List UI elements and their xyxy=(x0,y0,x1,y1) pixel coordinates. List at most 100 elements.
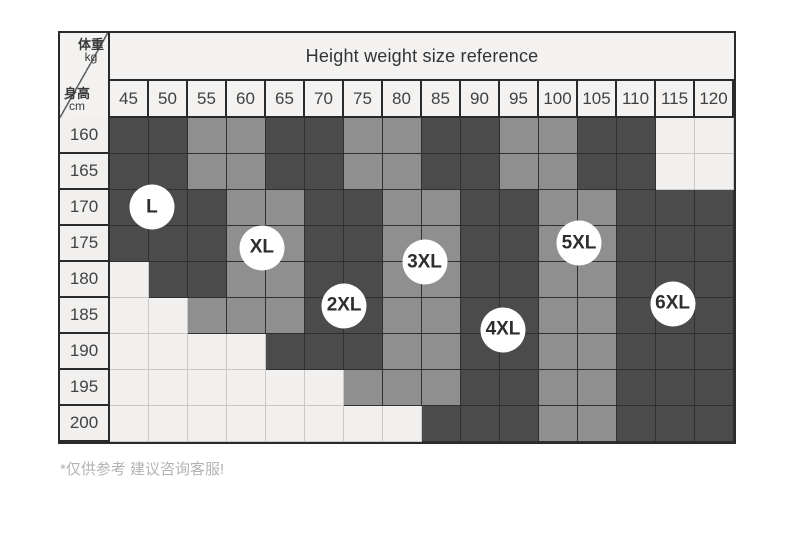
grid-cell xyxy=(461,334,500,370)
grid-cell xyxy=(344,190,383,226)
grid-cell xyxy=(266,334,305,370)
grid-cell xyxy=(227,226,266,262)
grid-cell xyxy=(461,298,500,334)
grid-cell xyxy=(656,370,695,406)
grid-cell xyxy=(110,298,149,334)
weight-header-cell: 110 xyxy=(617,81,656,118)
grid-cell xyxy=(305,262,344,298)
grid-cell xyxy=(188,370,227,406)
size-reference-table: 体重 kg 身高 cm Height weight size reference… xyxy=(58,31,736,444)
weight-header-cell: 70 xyxy=(305,81,344,118)
grid-cell xyxy=(110,154,149,190)
grid-cell xyxy=(110,406,149,442)
grid-cell xyxy=(461,118,500,154)
weight-header-cell: 75 xyxy=(344,81,383,118)
grid-cell xyxy=(227,406,266,442)
grid-cell xyxy=(344,298,383,334)
grid-cell xyxy=(617,226,656,262)
grid-cell xyxy=(578,298,617,334)
grid-cell xyxy=(344,226,383,262)
grid-cell xyxy=(266,370,305,406)
grid-cell xyxy=(344,154,383,190)
grid-cell xyxy=(539,154,578,190)
grid-cell xyxy=(461,262,500,298)
height-header-cell: 200 xyxy=(60,406,110,442)
grid-cell xyxy=(695,262,734,298)
grid-cell xyxy=(422,334,461,370)
grid-cell xyxy=(695,334,734,370)
grid-cell xyxy=(461,370,500,406)
grid-cell xyxy=(578,118,617,154)
grid-cell xyxy=(500,118,539,154)
grid-cell xyxy=(266,298,305,334)
grid-cell xyxy=(656,298,695,334)
grid-cell xyxy=(188,262,227,298)
grid-cell xyxy=(656,226,695,262)
height-unit-text: cm xyxy=(69,99,85,113)
grid-cell xyxy=(110,190,149,226)
grid-cell xyxy=(188,406,227,442)
grid-cell xyxy=(305,154,344,190)
grid-cell xyxy=(266,154,305,190)
grid-cell xyxy=(695,370,734,406)
grid-cell xyxy=(578,262,617,298)
grid-cell xyxy=(656,406,695,442)
weight-header-cell: 95 xyxy=(500,81,539,118)
grid-cell xyxy=(188,154,227,190)
grid-cell xyxy=(110,334,149,370)
grid-cell xyxy=(461,190,500,226)
grid-cell xyxy=(266,118,305,154)
grid-cell xyxy=(422,262,461,298)
grid-cell xyxy=(227,118,266,154)
grid-cell xyxy=(617,118,656,154)
grid-cell xyxy=(266,406,305,442)
grid-cell xyxy=(422,190,461,226)
grid-cell xyxy=(695,190,734,226)
weight-unit-text: kg xyxy=(84,50,98,64)
grid-cell xyxy=(578,226,617,262)
grid-cell xyxy=(500,262,539,298)
grid-cell xyxy=(578,334,617,370)
weight-header-cell: 55 xyxy=(188,81,227,118)
grid-cell xyxy=(383,262,422,298)
grid-cell xyxy=(344,118,383,154)
grid-cell xyxy=(383,154,422,190)
corner-height-label: 身高 cm xyxy=(64,87,90,113)
grid-cell xyxy=(227,334,266,370)
grid-cell xyxy=(344,262,383,298)
grid-cell xyxy=(149,406,188,442)
grid-cell xyxy=(539,118,578,154)
grid-cell xyxy=(500,298,539,334)
grid-cell xyxy=(188,190,227,226)
grid-cell xyxy=(617,154,656,190)
grid-cell xyxy=(422,370,461,406)
grid-cell xyxy=(617,406,656,442)
grid-cell xyxy=(266,226,305,262)
grid-cell xyxy=(695,226,734,262)
grid-cell xyxy=(305,370,344,406)
grid-cell xyxy=(578,154,617,190)
corner-cell: 体重 kg 身高 cm xyxy=(60,33,110,118)
grid-cell xyxy=(110,262,149,298)
weight-header-cell: 120 xyxy=(695,81,734,118)
grid-cell xyxy=(578,190,617,226)
grid-cell xyxy=(617,370,656,406)
weight-header-cell: 50 xyxy=(149,81,188,118)
grid-cell xyxy=(344,406,383,442)
grid-cell xyxy=(383,298,422,334)
grid-cell xyxy=(500,406,539,442)
grid-cell xyxy=(656,262,695,298)
weight-header-cell: 60 xyxy=(227,81,266,118)
grid-cell xyxy=(656,154,695,190)
grid-cell xyxy=(188,226,227,262)
height-header-cell: 170 xyxy=(60,190,110,226)
grid-cell xyxy=(149,226,188,262)
grid-cell xyxy=(461,154,500,190)
height-header-cell: 190 xyxy=(60,334,110,370)
grid-cell xyxy=(149,190,188,226)
grid-cell xyxy=(227,190,266,226)
grid-cell xyxy=(617,190,656,226)
grid-cell xyxy=(695,406,734,442)
grid-cell xyxy=(149,262,188,298)
grid-cell xyxy=(617,334,656,370)
